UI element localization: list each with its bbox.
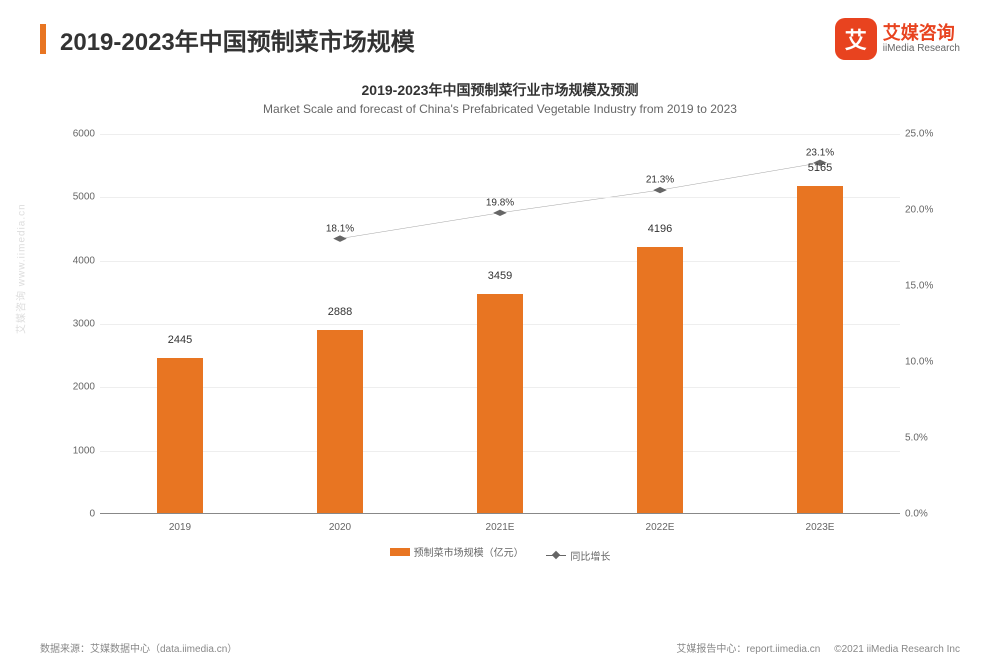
logo-text-en: iiMedia Research <box>883 43 960 54</box>
ytick-right: 15.0% <box>905 281 945 292</box>
footer: 数据来源：艾媒数据中心（data.iimedia.cn） 艾媒报告中心：repo… <box>40 640 960 655</box>
legend-bar-label: 预制菜市场规模（亿元） <box>414 544 524 559</box>
line-value-label: 21.3% <box>646 175 674 186</box>
ytick-left: 5000 <box>60 192 95 203</box>
chart-title-cn: 2019-2023年中国预制菜行业市场规模及预测 <box>40 80 960 100</box>
page-title: 2019-2023年中国预制菜市场规模 <box>60 22 415 57</box>
footer-source: 数据来源：艾媒数据中心（data.iimedia.cn） <box>40 640 237 655</box>
line-value-label: 23.1% <box>806 147 834 158</box>
title-accent-bar <box>40 24 46 54</box>
watermark: 艾媒咨询 www.iimedia.cn <box>13 203 28 334</box>
footer-report-site: 艾媒报告中心：report.iimedia.cn <box>676 644 820 655</box>
bar-value-label: 5165 <box>808 162 832 174</box>
header: 2019-2023年中国预制菜市场规模 艾 艾媒咨询 iiMedia Resea… <box>0 0 1000 60</box>
ytick-left: 6000 <box>60 129 95 140</box>
legend-line: 同比增长 <box>546 548 610 563</box>
xtick: 2023E <box>740 522 900 533</box>
ytick-left: 4000 <box>60 255 95 266</box>
ytick-left: 2000 <box>60 382 95 393</box>
line-value-label: 19.8% <box>486 197 514 208</box>
xtick: 2022E <box>580 522 740 533</box>
legend-bar: 预制菜市场规模（亿元） <box>390 544 524 559</box>
bar-group: 4196 <box>580 247 740 513</box>
bar-value-label: 4196 <box>648 223 672 235</box>
chart-plot: 01000200030004000500060000.0%5.0%10.0%15… <box>100 134 900 514</box>
ytick-left: 0 <box>60 509 95 520</box>
ytick-left: 3000 <box>60 319 95 330</box>
bar-group: 2445 <box>100 358 260 513</box>
chart-area: 2019-2023年中国预制菜行业市场规模及预测 Market Scale an… <box>40 80 960 600</box>
bar <box>477 294 523 513</box>
bar <box>317 330 363 513</box>
ytick-right: 20.0% <box>905 205 945 216</box>
bar <box>637 247 683 513</box>
legend-line-label: 同比增长 <box>570 548 610 563</box>
bar-group: 2888 <box>260 330 420 513</box>
title-wrap: 2019-2023年中国预制菜市场规模 <box>40 22 415 57</box>
bar-value-label: 2445 <box>168 334 192 346</box>
line-value-label: 18.1% <box>326 223 354 234</box>
ytick-left: 1000 <box>60 445 95 456</box>
logo-badge-icon: 艾 <box>835 18 877 60</box>
grid-line <box>100 134 900 135</box>
xtick: 2021E <box>420 522 580 533</box>
ytick-right: 0.0% <box>905 509 945 520</box>
ytick-right: 5.0% <box>905 433 945 444</box>
ytick-right: 25.0% <box>905 129 945 140</box>
bar-group: 3459 <box>420 294 580 513</box>
legend-line-swatch <box>546 555 566 556</box>
logo-text-cn: 艾媒咨询 <box>883 24 960 44</box>
legend-bar-swatch <box>390 548 410 556</box>
brand-logo: 艾 艾媒咨询 iiMedia Research <box>835 18 960 60</box>
bar-group: 5165 <box>740 186 900 513</box>
ytick-right: 10.0% <box>905 357 945 368</box>
bar-value-label: 3459 <box>488 270 512 282</box>
chart-legend: 预制菜市场规模（亿元） 同比增长 <box>40 544 960 563</box>
bar <box>797 186 843 513</box>
xtick: 2019 <box>100 522 260 533</box>
footer-copyright: ©2021 iiMedia Research Inc <box>834 644 960 655</box>
chart-title-en: Market Scale and forecast of China's Pre… <box>40 102 960 116</box>
xtick: 2020 <box>260 522 420 533</box>
bar <box>157 358 203 513</box>
bar-value-label: 2888 <box>328 306 352 318</box>
